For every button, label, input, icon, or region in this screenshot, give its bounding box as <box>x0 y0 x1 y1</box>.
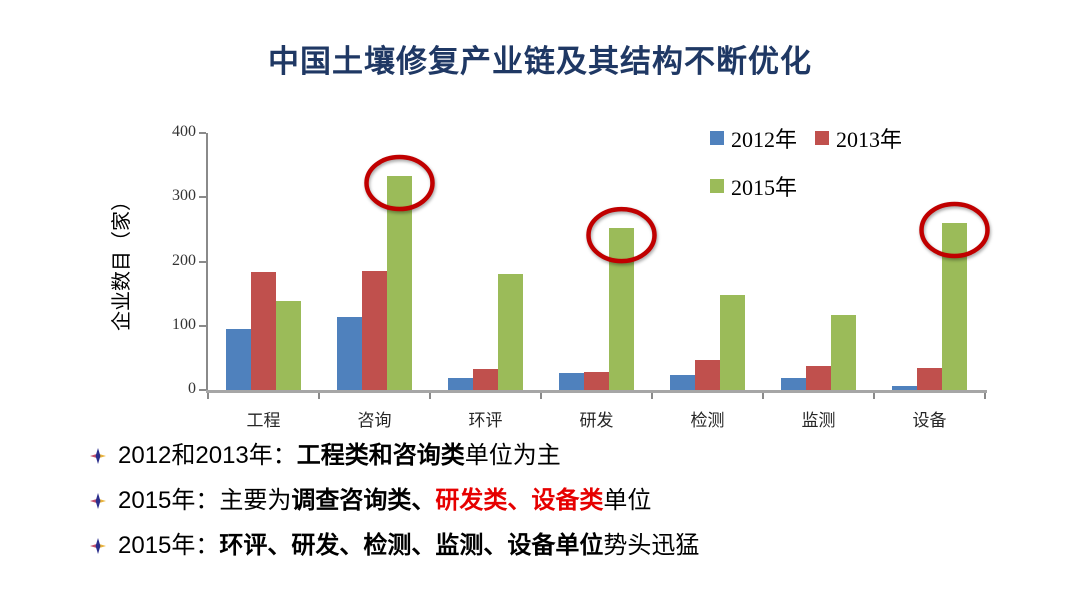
x-tick-mark <box>762 393 764 399</box>
bar <box>670 375 695 390</box>
bullet-text-segment: 环评、研发、检测、监测、设备单位 <box>219 532 604 559</box>
bar <box>609 228 634 390</box>
bar <box>917 368 942 390</box>
legend-row: 2012年 2013年 <box>710 122 920 154</box>
bullet-item: 2012和2013年： 工程类和咨询类 单位为主 <box>90 440 699 471</box>
y-tick-mark <box>199 324 206 327</box>
bar <box>806 365 831 390</box>
category-label: 研发 <box>579 411 614 430</box>
star-bullet-icon <box>90 447 106 464</box>
y-tick-mark <box>199 196 206 199</box>
y-tick-label: 100 <box>172 315 196 333</box>
x-axis-line <box>206 390 987 393</box>
bullet-text-segment: 2015年： <box>118 532 220 559</box>
bar <box>781 378 806 390</box>
legend-swatch <box>710 131 724 145</box>
bullet-text-segment: 势头迅猛 <box>603 532 700 559</box>
bullet-text-segment: 2015年：主要为 <box>118 487 292 514</box>
bar <box>473 369 498 390</box>
bar <box>337 317 362 390</box>
bar <box>498 274 523 390</box>
bar <box>387 176 412 390</box>
y-tick-label: 200 <box>172 251 196 269</box>
bar <box>362 271 387 390</box>
chart-legend: 2012年 2013年 2015年 <box>710 122 920 218</box>
category-label: 监测 <box>801 411 836 430</box>
bullet-item: 2015年： 环评、研发、检测、监测、设备单位 势头迅猛 <box>90 530 699 561</box>
legend-label: 2015年 <box>731 175 798 200</box>
y-axis-line <box>206 133 208 392</box>
bar <box>695 359 720 390</box>
bar <box>559 373 584 390</box>
category-label: 检测 <box>690 411 725 430</box>
legend-item: 2012年 <box>710 122 797 154</box>
legend-row: 2015年 <box>710 170 920 202</box>
bar <box>448 378 473 390</box>
legend-label: 2013年 <box>836 127 903 152</box>
x-tick-mark <box>984 393 986 399</box>
bar <box>892 386 917 390</box>
y-tick-mark <box>199 389 206 391</box>
legend-item: 2015年 <box>710 170 797 202</box>
bullet-item: 2015年：主要为 调查咨询类、 研发类、设备类 单位 <box>90 485 699 516</box>
legend-label: 2012年 <box>731 127 798 152</box>
bar <box>584 372 609 390</box>
x-tick-mark <box>540 393 542 399</box>
x-tick-mark <box>873 393 875 399</box>
bar <box>720 294 745 390</box>
bullet-list: 2012和2013年： 工程类和咨询类 单位为主 2015年：主要为 调查咨询类、 研发类… <box>90 440 699 575</box>
bullet-text-segment: 单位 <box>603 487 652 514</box>
y-tick-mark <box>199 132 206 134</box>
bar <box>942 222 967 390</box>
bullet-text-segment: 研发类、设备类 <box>435 487 604 514</box>
legend-swatch <box>710 179 724 193</box>
bar <box>226 328 251 390</box>
category-label: 环评 <box>468 411 503 430</box>
star-bullet-icon <box>90 492 106 509</box>
legend-swatch <box>815 131 830 145</box>
bullet-text-segment: 单位为主 <box>464 442 561 469</box>
bullet-text-segment: 调查咨询类、 <box>291 487 436 514</box>
x-tick-mark <box>207 393 209 399</box>
category-label: 咨询 <box>357 411 392 430</box>
bar <box>831 315 856 390</box>
bullet-text-segment: 2012和2013年： <box>118 442 297 469</box>
category-label: 工程 <box>246 411 281 430</box>
bullet-text-segment: 工程类和咨询类 <box>296 442 465 469</box>
y-tick-label: 300 <box>172 187 196 205</box>
x-tick-mark <box>651 393 653 399</box>
star-bullet-icon <box>90 537 106 554</box>
bar <box>276 300 301 390</box>
bar <box>251 272 276 390</box>
y-tick-label: 0 <box>188 380 196 397</box>
category-label: 设备 <box>912 411 947 430</box>
legend-item: 2013年 <box>815 122 902 154</box>
y-tick-label: 400 <box>172 123 196 140</box>
x-tick-mark <box>429 393 431 399</box>
x-tick-mark <box>318 393 320 399</box>
y-tick-mark <box>199 260 206 263</box>
page-title: 中国土壤修复产业链及其结构不断优化 <box>268 44 812 79</box>
